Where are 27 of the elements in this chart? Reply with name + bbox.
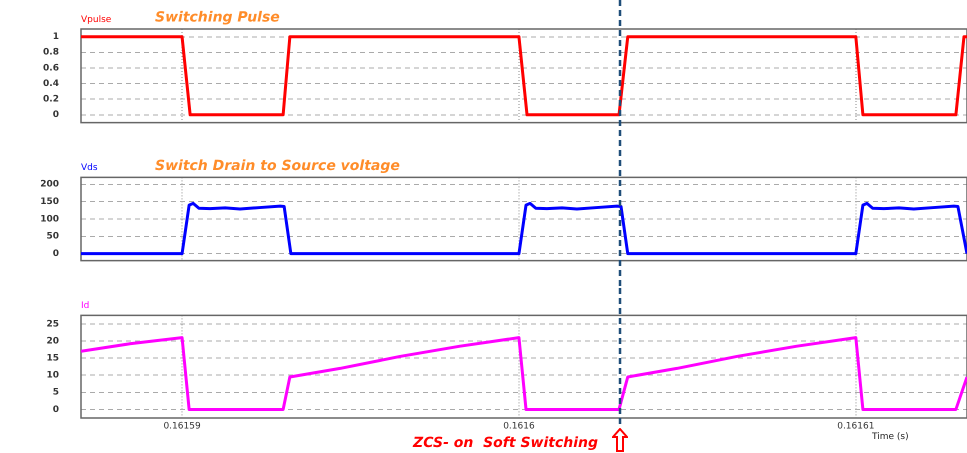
y-tick-label: 10 — [46, 370, 59, 381]
y-tick-label: 0.2 — [43, 94, 59, 105]
y-tick-label: 0 — [52, 249, 59, 260]
y-tick-label: 20 — [46, 336, 59, 346]
x-tick-label: 0.16161 — [837, 422, 874, 432]
y-tick-label: 100 — [40, 214, 59, 224]
y-tick-label: 0.4 — [43, 78, 59, 89]
ref-line-label: ZCS- on Soft Switching — [412, 435, 598, 451]
y-tick-label: 0.8 — [43, 48, 59, 58]
series-label: Vpulse — [81, 14, 112, 25]
y-tick-label: 1 — [52, 32, 59, 42]
chart-title: Switch Drain to Source voltage — [155, 158, 400, 174]
y-tick-label: 50 — [46, 232, 59, 242]
y-tick-label: 15 — [46, 353, 59, 364]
y-tick-label: 0 — [52, 404, 59, 415]
y-tick-label: 0 — [52, 110, 59, 120]
y-tick-label: 0.6 — [43, 63, 59, 74]
x-axis-title: Time (s) — [871, 432, 909, 442]
chart-title: Switching Pulse — [155, 10, 280, 26]
text: Id — [81, 301, 90, 312]
y-tick-label: 200 — [40, 180, 59, 190]
y-tick-label: 25 — [46, 319, 59, 330]
x-tick-label: 0.1616 — [503, 422, 535, 432]
x-tick-label: 0.16159 — [163, 422, 201, 432]
y-tick-label: 5 — [52, 388, 59, 398]
y-tick-label: 150 — [40, 197, 59, 208]
text: Vds — [81, 163, 98, 174]
